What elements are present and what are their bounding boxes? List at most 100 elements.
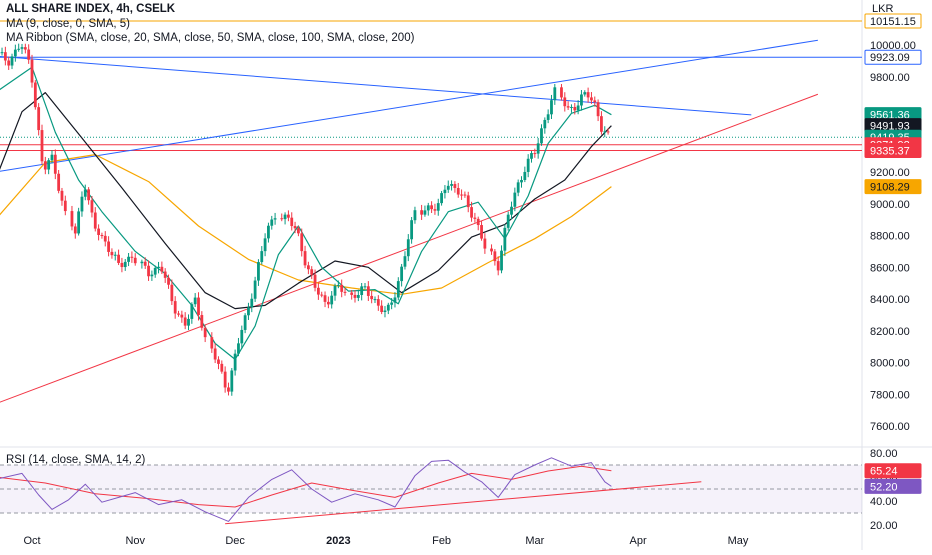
candle-body [287,215,290,218]
price-badge-6-text: 9335.37 [870,146,910,158]
candle-body [464,195,467,196]
y-tick-label: 8400.00 [870,294,910,306]
candle [230,368,233,396]
candle [174,296,177,319]
candle-body [370,296,373,299]
ma-legend: MA (9, close, 0, SMA, 5) [6,18,130,30]
candle-body [304,251,307,265]
candle-body [121,263,124,267]
candle-body [210,337,213,348]
candle [450,180,453,190]
price-badge-0-text: 10151.15 [870,16,916,28]
candle-body [237,343,240,353]
candle [267,223,270,243]
y-tick-label: 9000.00 [870,199,910,211]
candle-body [240,330,243,343]
candle [214,343,217,363]
candle-body [254,281,257,299]
candle-body [523,172,526,180]
candle [104,231,107,246]
candle-body [517,182,520,192]
candle [587,88,590,103]
candle-body [81,197,84,212]
candle-body [407,239,410,256]
candle [74,223,77,238]
candle [284,212,287,224]
candle [81,191,84,216]
candle-body [483,239,486,249]
candle-body [440,193,443,203]
candle [77,208,80,236]
candle-body [250,299,253,308]
candle-body [194,298,197,305]
candle-body [424,210,427,214]
price-badge-7: 9108.29 [865,180,921,194]
y-tick-label: 7600.00 [870,421,910,433]
x-tick-label: Apr [629,535,646,547]
candle-body [430,205,433,209]
candle-body [314,275,317,288]
candle-body [4,52,7,60]
candle-body [204,328,207,337]
candle-body [540,128,543,143]
candle [114,252,117,261]
candle-body [587,92,590,97]
candle-body [94,213,97,229]
candle [27,44,30,64]
candle [290,212,293,230]
candle-body [537,143,540,153]
candle-body [410,220,413,239]
candle [101,233,104,239]
candle [330,291,333,308]
candle-body [527,159,530,172]
candle [131,251,134,262]
candle-body [510,207,513,215]
candle [157,262,160,273]
candle [464,192,467,198]
candle-body [580,94,583,105]
candle [250,293,253,312]
candle-body [234,354,237,371]
candle [220,360,223,373]
candle [140,260,143,269]
x-tick-label: Oct [23,535,40,547]
rsi-badge-1: 52.20 [865,479,921,493]
candle-body [21,47,24,49]
candle [550,95,553,119]
candle [287,210,290,221]
candle [177,311,180,317]
candle-body [134,258,137,263]
candle-body [593,100,596,102]
candle-body [87,189,90,200]
candle-body [327,302,330,304]
candle-body [230,370,233,391]
candle-body [490,249,493,252]
candle [307,262,310,274]
candle [87,187,90,205]
candle [34,80,37,110]
candle [560,84,563,101]
candle-body [503,228,506,251]
candle-body [337,285,340,286]
x-tick-label: May [728,535,749,547]
candle-body [274,218,277,219]
candle [570,104,573,112]
candle-body [340,285,343,292]
candle-body [577,105,580,110]
candle-body [27,50,30,60]
candle [327,297,330,309]
candle-body [187,319,190,326]
candle [97,224,100,240]
candle-body [260,251,263,262]
candle-body [174,301,177,313]
candle-body [111,252,114,255]
candle [124,259,127,271]
candle [147,260,150,281]
candle-body [57,174,60,191]
candle [387,303,390,314]
candle [194,293,197,307]
candle [520,176,523,187]
candle [530,151,533,163]
chart-title: ALL SHARE INDEX, 4h, CSELK [6,3,175,15]
